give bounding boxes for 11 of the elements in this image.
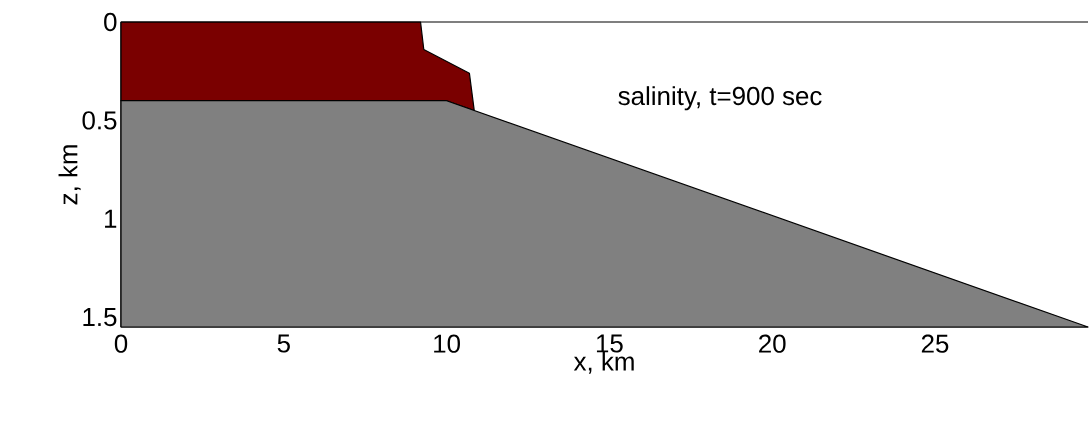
x-tick-label: 10: [434, 334, 460, 353]
y-axis-title: z, km: [58, 145, 81, 205]
x-tick-label: 20: [759, 334, 786, 353]
annotation: salinity, t=900 sec: [618, 86, 822, 111]
y-tick-label: 0: [104, 12, 117, 32]
y-tick-label: 1: [105, 209, 117, 228]
x-tick-label: 15: [596, 334, 623, 353]
x-tick-label: 25: [921, 334, 949, 353]
x-tick-label: 5: [277, 334, 290, 353]
y-tick-label: 0.5: [82, 111, 117, 130]
y-tick-label: 1.5: [83, 308, 117, 327]
